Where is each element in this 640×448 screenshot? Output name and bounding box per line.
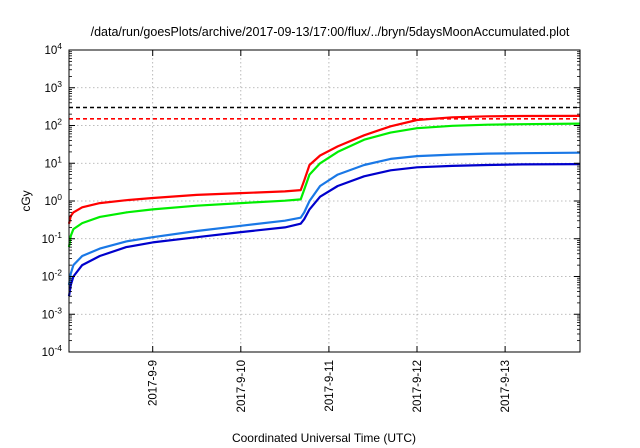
y-tick-label: 104 <box>44 41 62 57</box>
x-axis-label: Coordinated Universal Time (UTC) <box>232 431 416 445</box>
y-tick-label: 10-2 <box>42 268 63 284</box>
x-tick-label: 2017-9-10 <box>236 360 248 412</box>
y-tick-label: 100 <box>44 192 62 208</box>
x-tick-label: 2017-9-9 <box>148 360 160 406</box>
grid <box>69 50 580 352</box>
x-axis-ticks: 2017-9-9 2017-9-10 2017-9-11 2017-9-12 2017-… <box>148 50 512 412</box>
series-line <box>67 163 581 297</box>
y-tick-label: 10-4 <box>42 343 63 359</box>
x-tick-label: 2017-9-13 <box>500 360 512 412</box>
y-tick-label: 10-1 <box>42 230 63 246</box>
y-tick-label: 102 <box>44 117 62 133</box>
chart-title: /data/run/goesPlots/archive/2017-09-13/1… <box>91 25 570 39</box>
series-line <box>67 122 581 248</box>
y-tick-label: 10-3 <box>42 305 63 321</box>
x-tick-label: 2017-9-11 <box>324 360 336 412</box>
y-axis-label: cGy <box>19 190 33 211</box>
x-tick-label: 2017-9-12 <box>412 360 424 412</box>
y-tick-label: 101 <box>44 154 62 170</box>
series-line <box>67 151 581 286</box>
threshold-lines <box>69 106 580 120</box>
y-tick-label: 103 <box>44 79 62 95</box>
series-line <box>67 114 581 224</box>
series-lines <box>67 114 581 297</box>
y-axis-ticks: 104 103 102 101 100 10-1 10-2 10-3 10-4 <box>42 41 580 359</box>
